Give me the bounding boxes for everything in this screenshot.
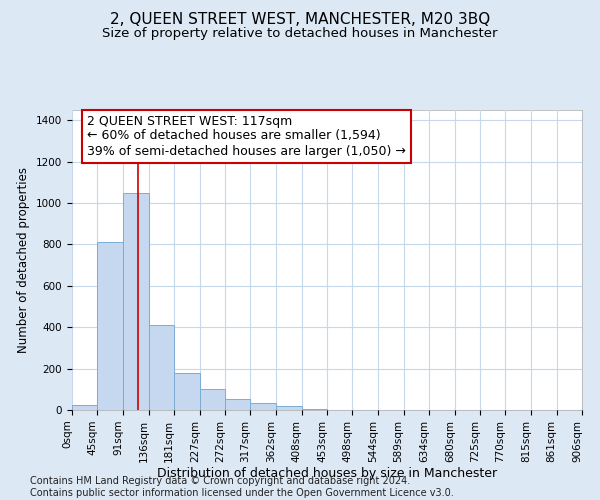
Y-axis label: Number of detached properties: Number of detached properties (17, 167, 31, 353)
Text: Size of property relative to detached houses in Manchester: Size of property relative to detached ho… (102, 28, 498, 40)
Bar (276, 406, 302, 410)
Bar (302, 409, 327, 410)
X-axis label: Distribution of detached houses by size in Manchester: Distribution of detached houses by size … (157, 468, 497, 480)
Bar (174, 373, 200, 410)
Bar (225, 398, 250, 410)
Bar (123, 193, 149, 410)
Bar (97, 242, 123, 410)
Bar (149, 325, 174, 410)
Text: 2 QUEEN STREET WEST: 117sqm
← 60% of detached houses are smaller (1,594)
39% of : 2 QUEEN STREET WEST: 117sqm ← 60% of det… (88, 114, 406, 158)
Text: Contains HM Land Registry data © Crown copyright and database right 2024.
Contai: Contains HM Land Registry data © Crown c… (30, 476, 454, 498)
Bar (250, 403, 276, 410)
Bar (200, 390, 225, 410)
Bar (72, 405, 97, 410)
Text: 2, QUEEN STREET WEST, MANCHESTER, M20 3BQ: 2, QUEEN STREET WEST, MANCHESTER, M20 3B… (110, 12, 490, 28)
